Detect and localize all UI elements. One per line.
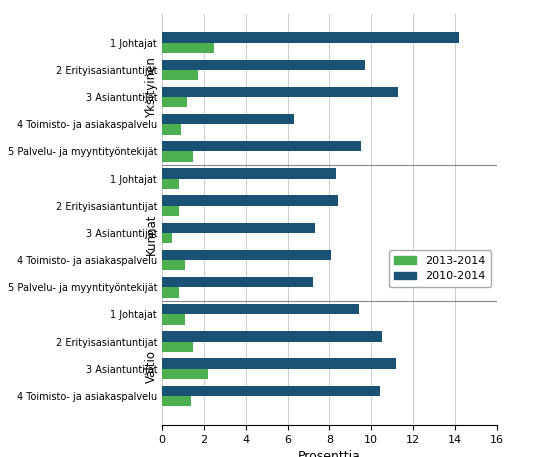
Bar bbox=[162, 87, 399, 97]
Bar bbox=[162, 43, 214, 53]
Bar bbox=[162, 59, 365, 70]
Bar bbox=[162, 179, 179, 189]
Bar bbox=[162, 396, 191, 406]
Bar bbox=[162, 287, 179, 298]
Bar bbox=[162, 223, 315, 233]
Bar bbox=[162, 260, 185, 271]
Bar bbox=[162, 168, 336, 179]
Bar bbox=[162, 233, 172, 243]
Bar bbox=[162, 386, 380, 396]
Bar bbox=[162, 342, 193, 352]
Bar bbox=[162, 358, 396, 369]
Text: Kunnat: Kunnat bbox=[145, 213, 158, 255]
Legend: 2013-2014, 2010-2014: 2013-2014, 2010-2014 bbox=[389, 250, 491, 287]
Bar bbox=[162, 141, 361, 151]
Bar bbox=[162, 250, 332, 260]
Text: Yksityinen: Yksityinen bbox=[145, 57, 158, 117]
Bar bbox=[162, 124, 181, 134]
Bar bbox=[162, 196, 338, 206]
Text: Valtio: Valtio bbox=[145, 350, 158, 383]
Bar bbox=[162, 114, 294, 124]
Bar bbox=[162, 331, 382, 342]
Bar bbox=[162, 151, 193, 162]
Bar bbox=[162, 304, 359, 314]
X-axis label: Prosenttia: Prosenttia bbox=[298, 450, 361, 457]
Bar bbox=[162, 369, 208, 379]
Bar bbox=[162, 32, 459, 43]
Bar bbox=[162, 70, 198, 80]
Bar bbox=[162, 277, 313, 287]
Bar bbox=[162, 97, 187, 107]
Bar bbox=[162, 314, 185, 325]
Bar bbox=[162, 206, 179, 216]
